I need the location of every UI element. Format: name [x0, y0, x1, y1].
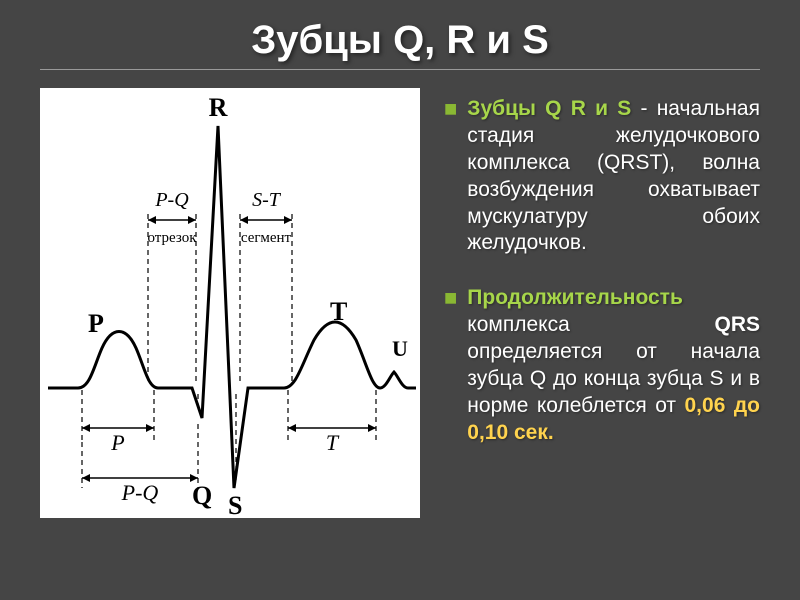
ecg-diagram: R P T U Q S P-Q отрезок S-T	[40, 88, 420, 518]
content-row: R P T U Q S P-Q отрезок S-T	[40, 88, 760, 518]
bullet-icon: ■	[444, 285, 457, 446]
label-segment: сегмент	[241, 230, 292, 246]
label-r: R	[209, 93, 228, 122]
label-s: S	[228, 491, 242, 518]
bullet-block-1: ■Продолжительность комплекса QRS определ…	[444, 285, 760, 446]
text-column: ■Зубцы Q R и S - начальная стадия желудо…	[444, 88, 760, 518]
label-pq-top: P-Q	[154, 189, 189, 211]
bullet-text-1: Продолжительность комплекса QRS определя…	[467, 285, 760, 446]
label-p: P	[88, 309, 104, 338]
bullet-block-0: ■Зубцы Q R и S - начальная стадия желудо…	[444, 96, 760, 257]
title-underline	[40, 69, 760, 70]
bullet-text-0: Зубцы Q R и S - начальная стадия желудоч…	[467, 96, 760, 257]
bullet-icon: ■	[444, 96, 457, 257]
label-q: Q	[192, 481, 212, 510]
label-t: T	[330, 297, 347, 326]
label-t-bottom: T	[326, 430, 340, 455]
label-pq-bottom: P-Q	[121, 480, 159, 505]
label-p-bottom: P	[110, 430, 124, 455]
label-st: S-T	[252, 189, 282, 211]
label-u: U	[392, 336, 408, 361]
label-otrezok: отрезок	[147, 230, 197, 246]
ecg-svg: R P T U Q S P-Q отрезок S-T	[40, 88, 420, 518]
slide-title: Зубцы Q, R и S	[40, 18, 760, 63]
